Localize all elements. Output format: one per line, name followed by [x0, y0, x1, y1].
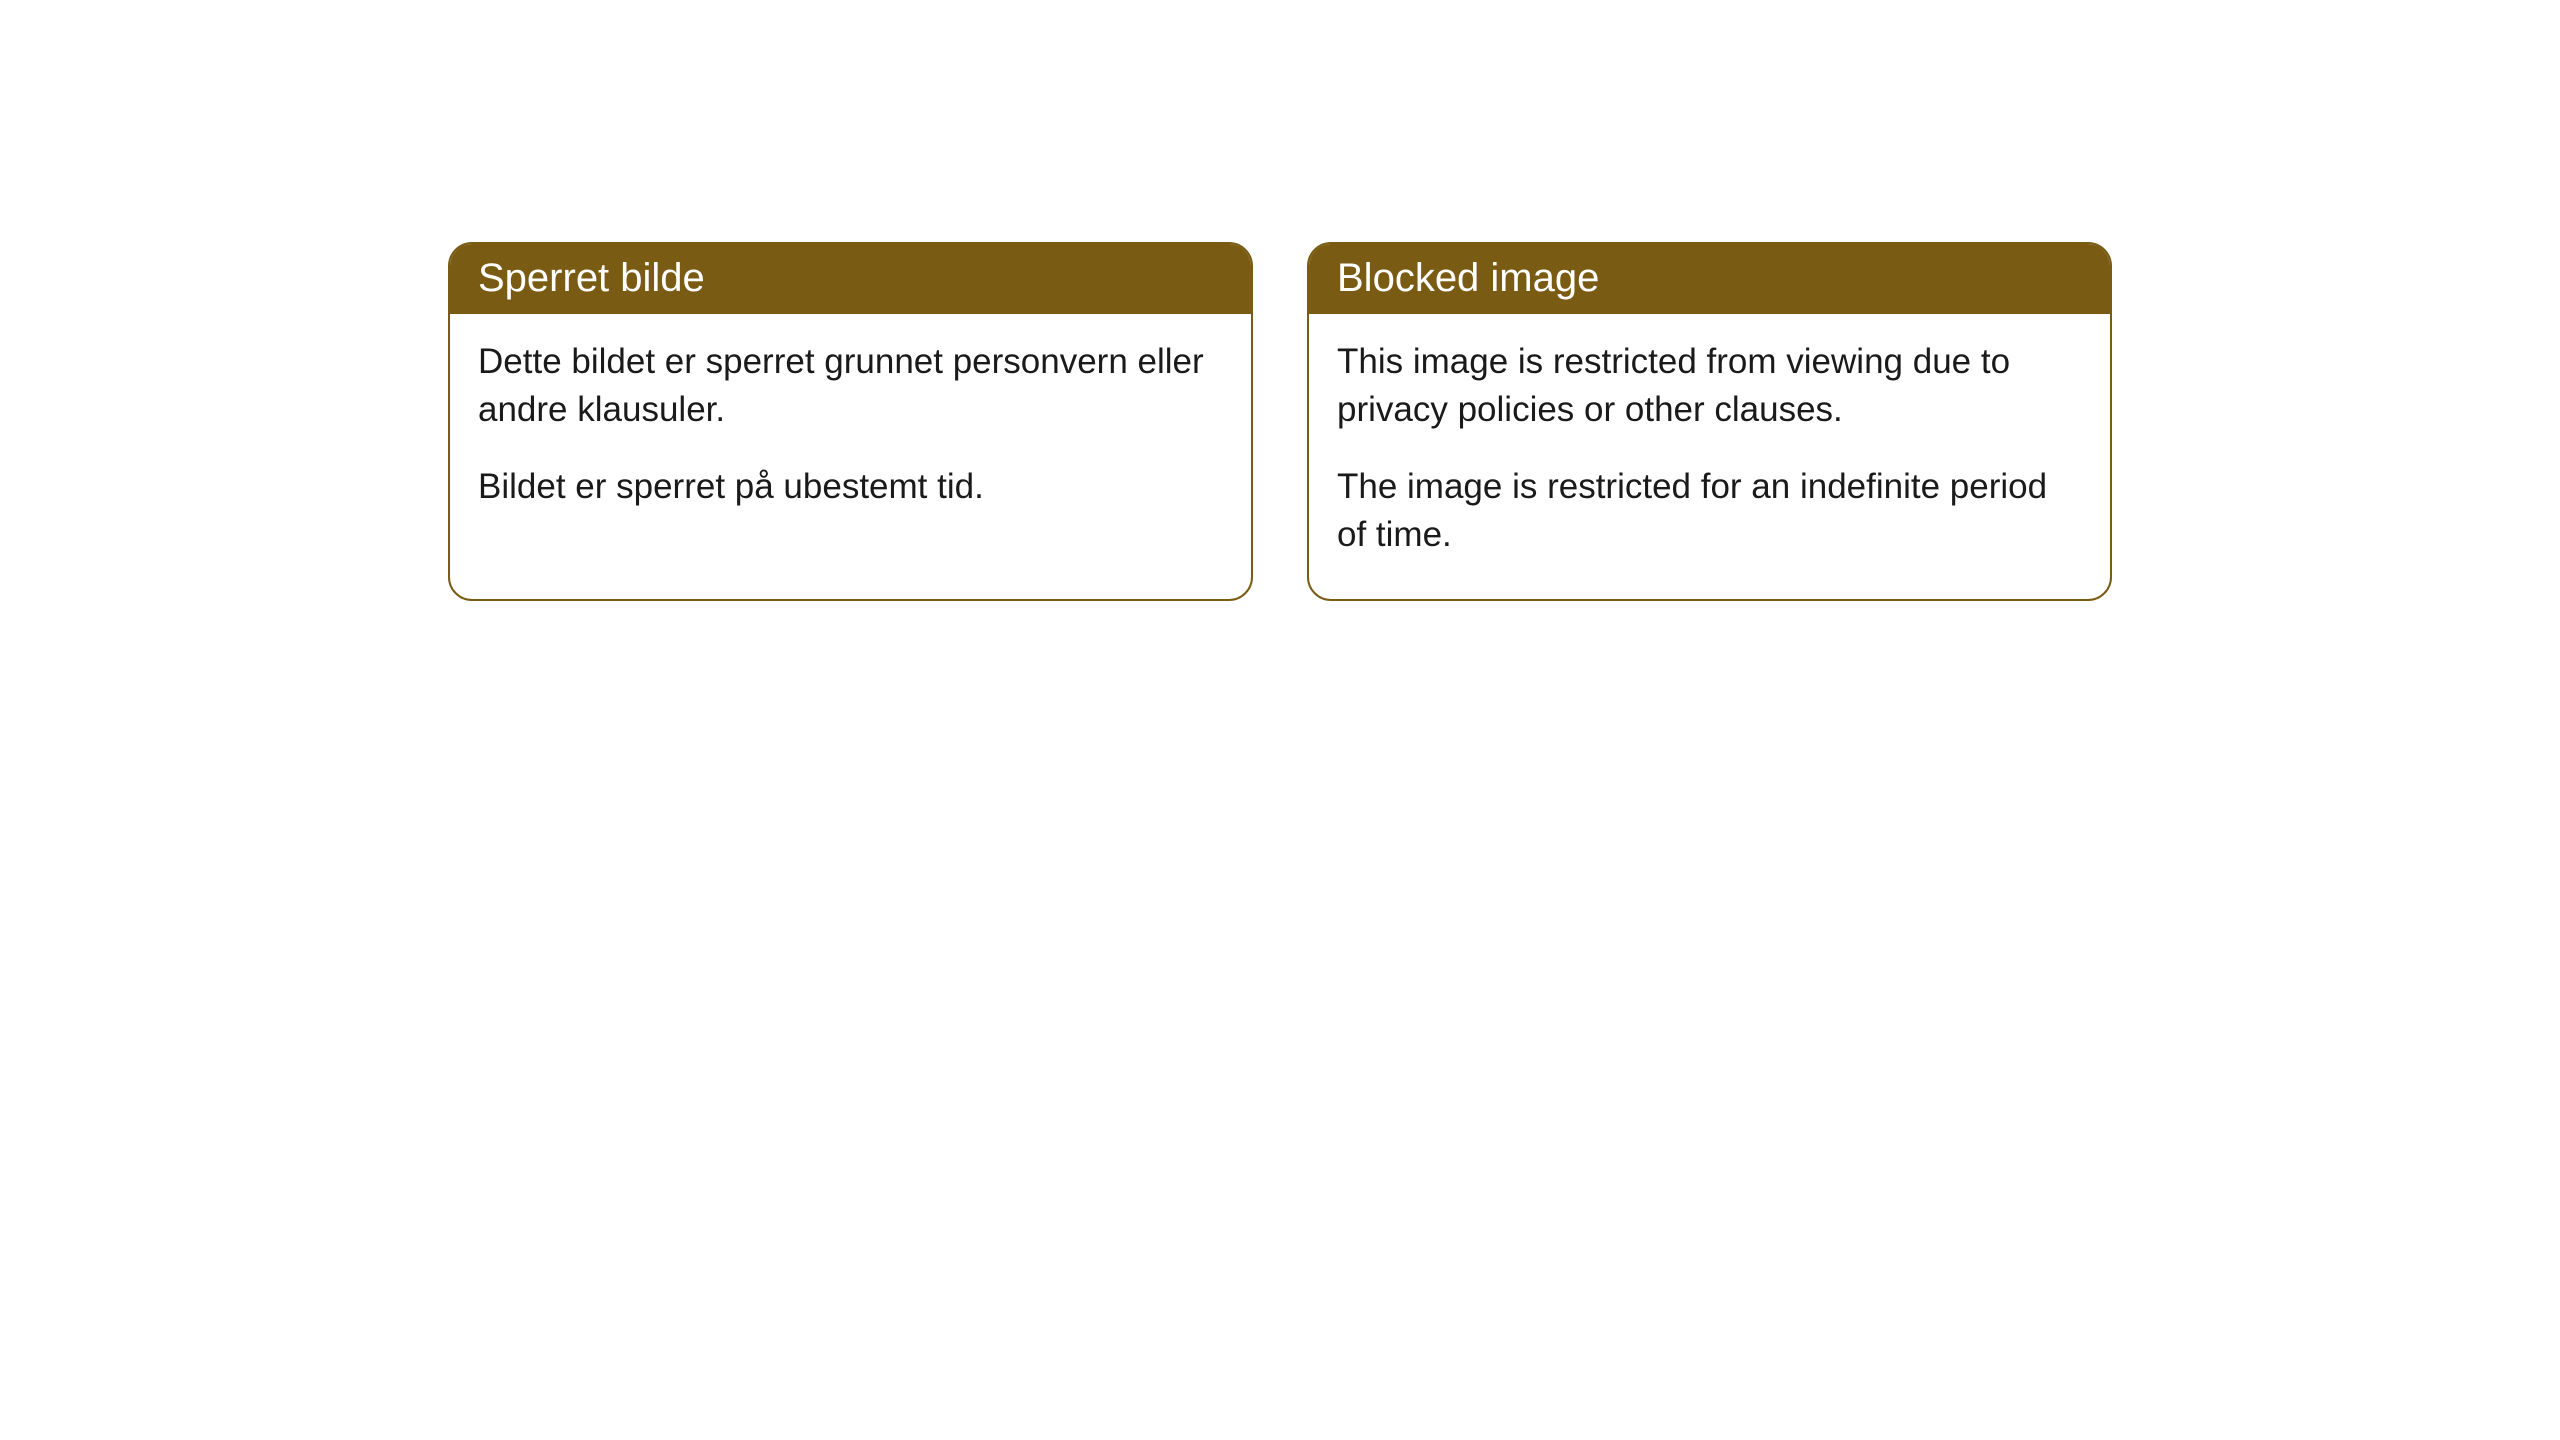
card-paragraph-1: Dette bildet er sperret grunnet personve… — [478, 338, 1223, 435]
card-norwegian: Sperret bilde Dette bildet er sperret gr… — [448, 242, 1253, 601]
card-paragraph-1: This image is restricted from viewing du… — [1337, 338, 2082, 435]
card-header-english: Blocked image — [1309, 244, 2110, 314]
cards-container: Sperret bilde Dette bildet er sperret gr… — [448, 242, 2112, 601]
card-paragraph-2: The image is restricted for an indefinit… — [1337, 463, 2082, 560]
card-english: Blocked image This image is restricted f… — [1307, 242, 2112, 601]
card-header-norwegian: Sperret bilde — [450, 244, 1251, 314]
card-body-norwegian: Dette bildet er sperret grunnet personve… — [450, 314, 1251, 551]
card-paragraph-2: Bildet er sperret på ubestemt tid. — [478, 463, 1223, 511]
card-body-english: This image is restricted from viewing du… — [1309, 314, 2110, 599]
